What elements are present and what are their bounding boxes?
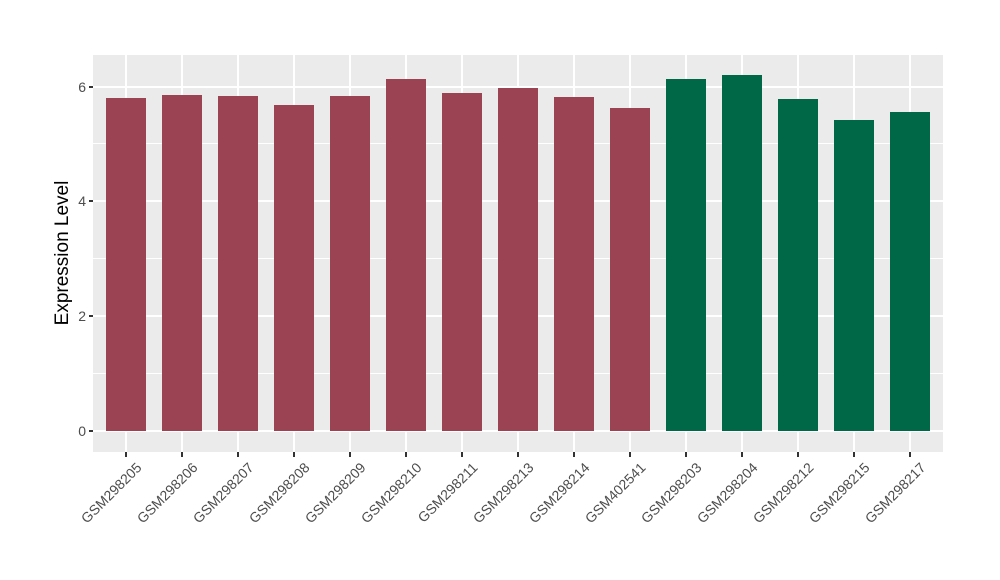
y-tick-mark	[89, 200, 93, 203]
x-tick-mark	[293, 452, 295, 457]
y-tick-label: 4	[78, 193, 86, 210]
bar-GSM298207	[218, 95, 258, 431]
bar-GSM298211	[442, 93, 482, 431]
bar-GSM298217	[890, 112, 930, 431]
bar-GSM298215	[834, 120, 874, 431]
y-tick-mark	[89, 429, 93, 432]
bar-GSM298212	[778, 99, 818, 431]
bar-GSM298203	[666, 78, 706, 431]
plot-panel	[93, 55, 943, 452]
y-tick-mark	[89, 85, 93, 88]
y-tick-label: 6	[78, 78, 86, 95]
y-tick-mark	[89, 315, 93, 318]
x-tick-mark	[237, 452, 239, 457]
bar-GSM298209	[330, 95, 370, 431]
bar-GSM298206	[162, 94, 202, 431]
y-tick-label: 2	[78, 308, 86, 325]
x-tick-mark	[741, 452, 743, 457]
x-tick-mark	[349, 452, 351, 457]
bar-GSM298208	[274, 105, 314, 431]
x-tick-mark	[181, 452, 183, 457]
x-tick-mark	[853, 452, 855, 457]
x-tick-mark	[517, 452, 519, 457]
x-tick-mark	[797, 452, 799, 457]
bar-GSM298210	[386, 79, 426, 431]
bar-GSM402541	[610, 108, 650, 431]
x-tick-mark	[573, 452, 575, 457]
x-tick-mark	[461, 452, 463, 457]
bar-GSM298214	[554, 97, 594, 431]
x-tick-mark	[125, 452, 127, 457]
x-tick-label: GSM298205	[77, 459, 145, 527]
bar-GSM298205	[106, 98, 146, 431]
bar-GSM298213	[498, 88, 538, 431]
x-tick-mark	[685, 452, 687, 457]
x-tick-mark	[629, 452, 631, 457]
bar-GSM298204	[722, 74, 762, 431]
x-tick-mark	[909, 452, 911, 457]
x-tick-mark	[405, 452, 407, 457]
y-tick-label: 0	[78, 422, 86, 439]
